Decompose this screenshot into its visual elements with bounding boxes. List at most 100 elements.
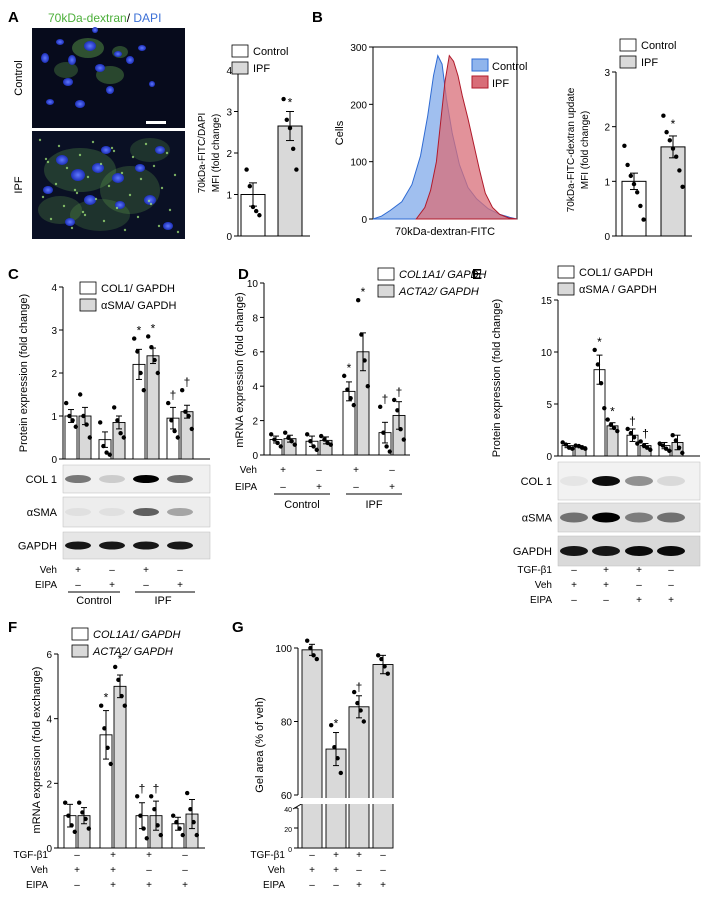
panel-c-point	[172, 428, 177, 434]
panel-c-point	[146, 334, 151, 339]
panel-b-y-tick-label: 100	[350, 158, 367, 169]
dextran-puncta	[83, 213, 87, 217]
panel-f-point	[155, 823, 160, 828]
panel-b2-point	[667, 138, 672, 143]
panel-e-point	[598, 381, 604, 386]
panel-e-condition-mark: +	[636, 595, 642, 606]
panel-e-condition-mark: –	[668, 565, 674, 576]
panel-f-y-tick-label: 2	[46, 779, 52, 790]
nucleus	[112, 173, 124, 183]
panel-e-condition-mark: +	[668, 595, 674, 606]
panel-f-point	[191, 819, 196, 825]
panel-b2-legend-label: IPF	[641, 57, 658, 69]
panel-e-blot-band	[625, 512, 653, 523]
panel-c-group-label: IPF	[154, 595, 171, 607]
panel-c-blot-band	[65, 475, 91, 483]
nucleus	[92, 163, 104, 173]
dextran-puncta	[173, 173, 177, 177]
panel-e-blot-label: COL 1	[521, 476, 552, 488]
panel-c-point	[155, 370, 160, 376]
panel-f-point	[86, 826, 92, 831]
panel-e-y-tick-label: 5	[546, 400, 552, 411]
panel-c-blot-band	[133, 475, 159, 483]
panel-f-point	[102, 726, 107, 731]
panel-g-y-tick-label: 100	[275, 644, 292, 655]
dextran-signal	[70, 199, 130, 231]
panel-f-y-tick-label: 0	[46, 844, 52, 855]
panel-f-point	[116, 677, 121, 683]
panel-c-blot-band	[133, 508, 159, 516]
panel-f-condition-label: EIPA	[26, 880, 48, 891]
panel-a-point	[294, 167, 299, 172]
panel-f-legend-label: ACTA2/ GAPDH	[92, 646, 173, 658]
panel-e-point	[648, 447, 653, 452]
panel-f-point	[72, 829, 78, 835]
panel-a-legend-label: Control	[253, 46, 288, 58]
nucleus	[56, 155, 68, 165]
panel-b-legend-swatch	[471, 58, 489, 72]
panel-d-point	[392, 397, 397, 403]
dextran-puncta	[73, 188, 77, 192]
dextran-puncta	[107, 184, 111, 188]
panel-f-point	[180, 832, 185, 838]
panel-g-condition-mark: +	[356, 880, 362, 891]
panel-a-point	[284, 117, 289, 123]
panel-e-point	[628, 430, 634, 436]
dextran-puncta	[144, 142, 148, 146]
panel-a-point	[291, 146, 296, 152]
panel-f-point	[113, 664, 118, 670]
panel-g-point	[376, 653, 381, 658]
dextran-puncta	[139, 177, 143, 181]
panel-e-point	[631, 435, 637, 440]
panel-c-blot-band	[99, 475, 125, 483]
panel-b-legend-label: IPF	[492, 78, 509, 90]
panel-g-y-tick-label: 0	[288, 847, 292, 854]
panel-c-condition-mark: +	[177, 580, 183, 591]
panel-c-point	[78, 392, 83, 397]
panel-b-y-tick-label: 300	[350, 43, 367, 54]
panel-d-point	[269, 432, 274, 437]
panel-d-point	[351, 402, 356, 408]
panel-e-point	[615, 428, 620, 434]
panel-f-point	[194, 832, 199, 838]
panel-letter-d: D	[238, 266, 249, 283]
panel-e-point	[638, 439, 643, 444]
panel-c-condition-label: EIPA	[35, 580, 57, 591]
panel-e-point	[660, 443, 666, 448]
panel-e-condition-label: TGF-β1	[517, 565, 552, 576]
panel-e-condition-label: EIPA	[530, 595, 552, 606]
panel-f-point	[141, 826, 146, 831]
dextran-signal	[130, 138, 170, 162]
panel-d-point	[348, 396, 353, 401]
panel-c-blot-band	[167, 541, 193, 550]
panel-e-y-tick-label: 15	[541, 296, 553, 307]
panel-g-point	[332, 745, 337, 750]
nucleus	[149, 81, 155, 87]
panel-e-condition-mark: –	[571, 565, 577, 576]
panel-c-point	[183, 409, 188, 414]
panel-c-group-label: Control	[76, 595, 111, 607]
panel-d-point	[328, 442, 333, 447]
panel-c-point	[101, 443, 106, 449]
nucleus	[138, 45, 146, 51]
panel-d-condition-mark: +	[280, 465, 286, 476]
panel-f-point	[105, 745, 110, 750]
panel-a-point	[244, 167, 249, 172]
panel-c-y-tick-label: 2	[51, 369, 57, 380]
nucleus	[46, 99, 54, 105]
panel-g-point	[305, 638, 310, 643]
panel-c-blot-band	[65, 508, 91, 516]
panel-e-point	[667, 448, 672, 453]
panel-e-blot-band	[657, 546, 685, 556]
nucleus	[68, 55, 76, 65]
panel-f-legend-swatch	[71, 644, 89, 658]
dextran-puncta	[38, 138, 42, 142]
panel-d-group-label: Control	[284, 499, 319, 511]
nucleus	[114, 51, 122, 57]
significance-mark: *	[671, 117, 676, 131]
panel-g-condition-mark: –	[356, 865, 362, 876]
panel-f-condition-mark: +	[182, 880, 188, 891]
panel-g-bar	[348, 706, 370, 849]
panel-d-point	[362, 358, 367, 363]
panel-g-condition-mark: –	[333, 880, 339, 891]
